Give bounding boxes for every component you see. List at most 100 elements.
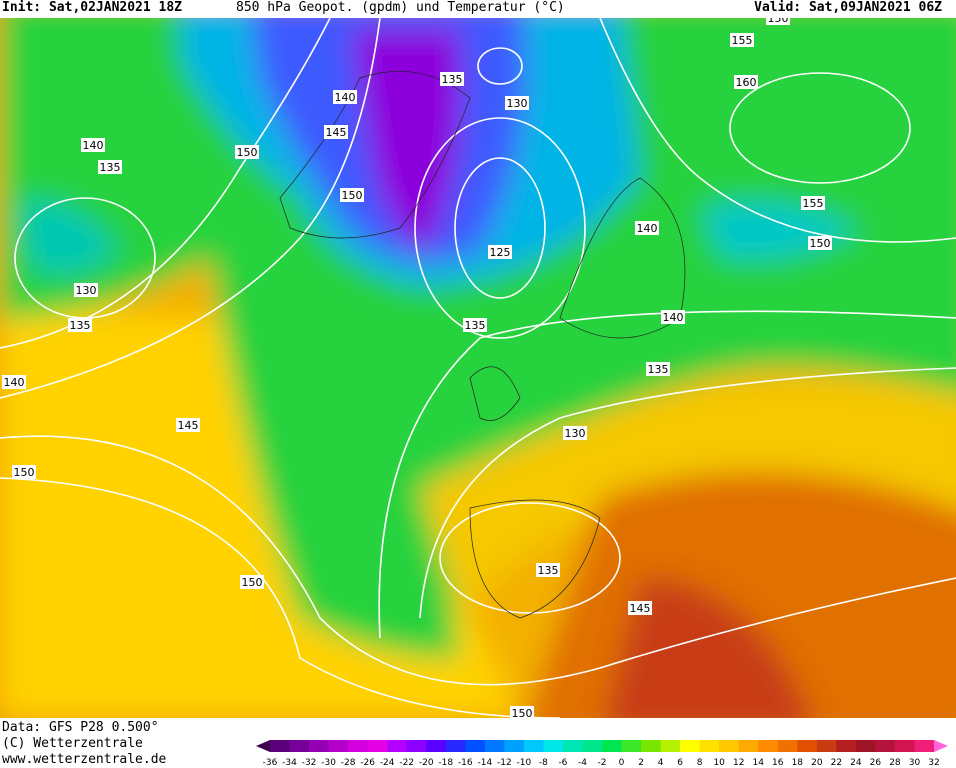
contour-label-box: [463, 318, 487, 332]
contour-label: 150: [810, 237, 831, 250]
contour-label: 135: [648, 363, 669, 376]
contour-label-box: [324, 125, 348, 139]
contour-label-box: [628, 601, 652, 615]
colorbar-tick-label: -8: [539, 758, 548, 768]
contour-label-box: [333, 90, 357, 104]
temperature-field: [0, 18, 956, 718]
contour-label-box: [646, 362, 670, 376]
colorbar-tick-label: -18: [438, 758, 453, 768]
contour-label-box: [730, 33, 754, 47]
colorbar-segment: [445, 740, 466, 752]
colorbar-segment: [465, 740, 486, 752]
colorbar-tick-label: -36: [263, 758, 278, 768]
colorbar-tick-label: -12: [497, 758, 512, 768]
contour-label-box: [240, 575, 264, 589]
colorbar-segment: [855, 740, 876, 752]
colorbar-tick-label: 12: [733, 758, 744, 768]
colorbar-segment: [660, 740, 681, 752]
contour-label: 135: [465, 319, 486, 332]
contour-label: 140: [637, 222, 658, 235]
map-title: 850 hPa Geopot. (gpdm) und Temperatur (°…: [236, 0, 565, 15]
colorbar-tick-label: 20: [811, 758, 823, 768]
colorbar-tick-label: -26: [360, 758, 375, 768]
colorbar-segment: [875, 740, 896, 752]
colorbar-segment: [562, 740, 583, 752]
contour-label: 135: [442, 73, 463, 86]
contour-label: 135: [538, 564, 559, 577]
colorbar-segment: [602, 740, 623, 752]
colorbar-segment: [914, 740, 935, 752]
colorbar-segment: [641, 740, 662, 752]
colorbar-tick-label: -14: [477, 758, 492, 768]
colorbar-tick-label: 28: [889, 758, 901, 768]
contour-label-box: [176, 418, 200, 432]
map: 140 135 130 145 150 140 135 150 125 130 135 135 140 1…: [0, 18, 956, 718]
colorbar-segment: [523, 740, 544, 752]
contour-label: 140: [4, 376, 25, 389]
contour-label-box: [635, 221, 659, 235]
website: www.wetterzentrale.de: [2, 752, 167, 767]
contour-label: 145: [630, 602, 651, 615]
colorbar-tick-label: 8: [697, 758, 703, 768]
contour-label: 130: [565, 427, 586, 440]
contour-label-box: [488, 245, 512, 259]
colorbar-tick-label: -34: [282, 758, 297, 768]
contour-label-box: [661, 310, 685, 324]
colorbar-tick-label: 18: [792, 758, 804, 768]
contour-label-box: [808, 236, 832, 250]
contour-label-box: [536, 563, 560, 577]
colorbar-tick-label: 6: [677, 758, 683, 768]
contour-label: 140: [663, 311, 684, 324]
contour-label-box: [734, 75, 758, 89]
contour-label: 150: [237, 146, 258, 159]
colorbar-segment: [777, 740, 798, 752]
contour-label: 150: [768, 18, 789, 25]
colorbar-segment: [816, 740, 837, 752]
contour-label: 145: [178, 419, 199, 432]
contour-label: 145: [326, 126, 347, 139]
contour-label: 155: [732, 34, 753, 47]
colorbar-segment: [328, 740, 349, 752]
colorbar-tick-label: -30: [321, 758, 336, 768]
colorbar-tick-label: 14: [753, 758, 765, 768]
colorbar-segment: [738, 740, 759, 752]
contour-label-box: [12, 465, 36, 479]
colorbar-tick-label: 26: [870, 758, 882, 768]
init-time: Init: Sat,02JAN2021 18Z: [2, 0, 183, 15]
contour-label-box: [340, 188, 364, 202]
colorbar-tick-label: -32: [302, 758, 317, 768]
colorbar-tick-label: -20: [419, 758, 434, 768]
contour-label: 135: [70, 319, 91, 332]
colorbar-segment: [680, 740, 701, 752]
colorbar-tick-label: -16: [458, 758, 473, 768]
colorbar-tick-label: -6: [558, 758, 567, 768]
colorbar-segment: [543, 740, 564, 752]
colorbar-tick-label: -28: [341, 758, 356, 768]
colorbar-segment: [758, 740, 779, 752]
colorbar-tick-label: -4: [578, 758, 587, 768]
contour-label-box: [68, 318, 92, 332]
contour-label: 150: [512, 707, 533, 718]
contour-label-box: [98, 160, 122, 174]
contour-label: 150: [242, 576, 263, 589]
colorbar-tick-label: 2: [638, 758, 644, 768]
contour-label-box: [81, 138, 105, 152]
contour-label: 150: [14, 466, 35, 479]
data-source: Data: GFS P28 0.500°: [2, 720, 159, 735]
colorbar: -36 -34 -32 -30 -28 -26 -24 -22 -20 -18 -16 -14 -12-…: [256, 740, 948, 768]
colorbar-tick-label: -10: [517, 758, 532, 768]
colorbar-segment: [387, 740, 408, 752]
contour-label-box: [235, 145, 259, 159]
colorbar-end: [934, 740, 948, 752]
colorbar-segment: [894, 740, 915, 752]
colorbar-segment: [348, 740, 369, 752]
colorbar-tick-label: 32: [928, 758, 939, 768]
colorbar-segment: [406, 740, 427, 752]
colorbar-segment: [797, 740, 818, 752]
colorbar-tick-label: -24: [380, 758, 395, 768]
contour-label: 140: [335, 91, 356, 104]
colorbar-segment: [699, 740, 720, 752]
colorbar-segment: [582, 740, 603, 752]
colorbar-tick-label: 22: [831, 758, 842, 768]
colorbar-tick-label: 24: [850, 758, 862, 768]
